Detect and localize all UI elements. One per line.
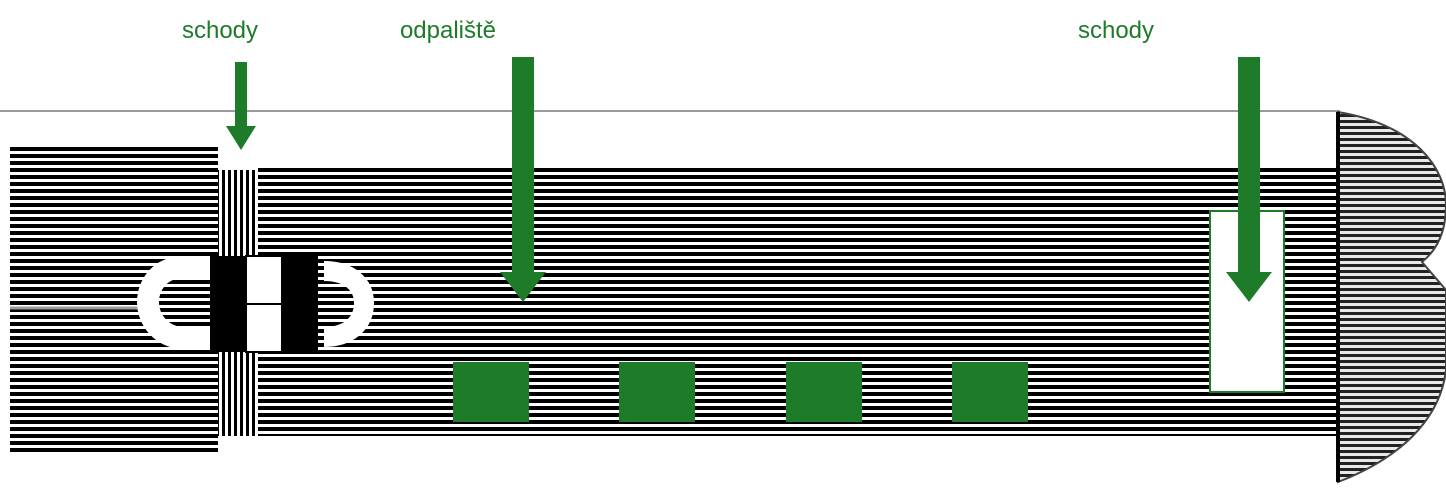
gate-bar-right	[282, 256, 318, 352]
gate-bar-left	[210, 256, 246, 352]
rounded-end	[1337, 110, 1446, 484]
arrow-down-icon	[226, 62, 256, 150]
tee-marker	[453, 362, 529, 422]
arrow-down-icon	[500, 57, 546, 302]
stairs-left-lower	[218, 352, 258, 436]
label-tee-area: odpaliště	[400, 17, 496, 44]
semicircle-icon	[323, 261, 375, 347]
left-block	[10, 146, 218, 454]
arrow-down-icon	[1226, 57, 1272, 302]
tee-marker	[786, 362, 862, 422]
label-stairs-left: schody	[182, 17, 258, 44]
stairs-left-upper	[218, 170, 258, 256]
semicircle-icon	[136, 256, 210, 349]
tee-marker	[952, 362, 1028, 422]
label-stairs-right: schody	[1078, 17, 1154, 44]
tee-marker	[619, 362, 695, 422]
